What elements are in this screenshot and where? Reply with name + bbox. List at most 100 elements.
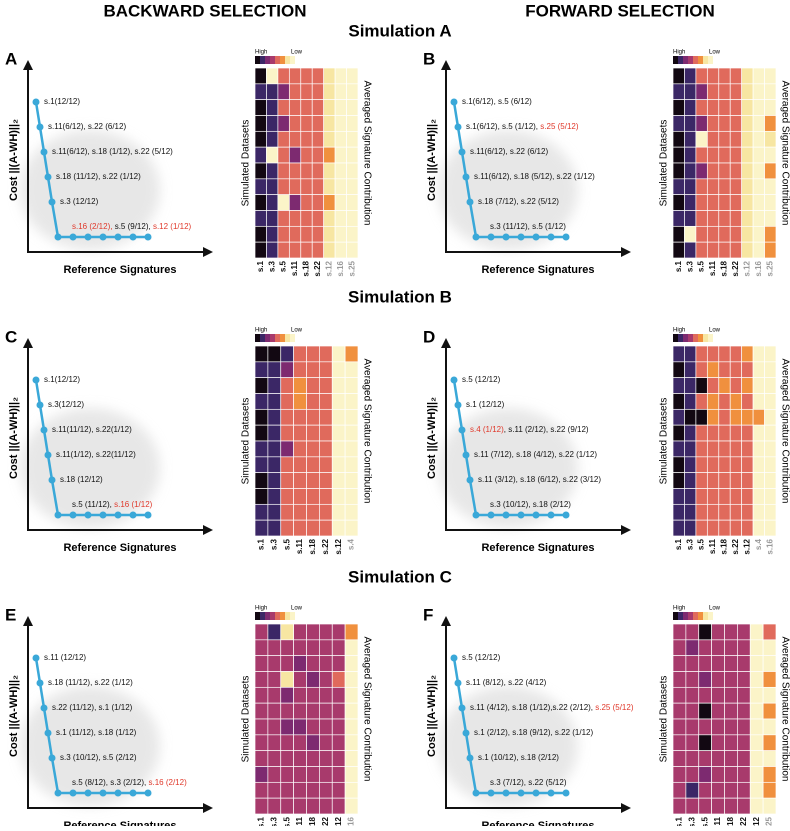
legend-swatch: [285, 334, 290, 342]
curve-annotation: s.5 (11/12), s.16 (1/12): [72, 500, 153, 509]
curve-dot: [129, 789, 137, 797]
column-label: s.3: [269, 816, 278, 826]
heatmap-cell: [718, 519, 731, 537]
heatmap-cell: [306, 488, 320, 505]
heatmap-cell: [749, 781, 764, 799]
heatmap-right-label: Averaged Signature Contribution: [779, 81, 790, 226]
annotation-part: s.25 (5/12): [540, 122, 579, 131]
curve-dot: [502, 233, 510, 241]
column-label: s.5: [700, 816, 709, 826]
heatmap-cell: [706, 67, 720, 85]
heatmap-cell: [764, 456, 777, 474]
heatmap-cell: [698, 750, 712, 767]
curve-dot: [48, 476, 56, 484]
heatmap-cell: [288, 178, 302, 196]
curve-dot: [84, 789, 92, 797]
heatmap-cell: [695, 408, 708, 426]
heatmap-cell: [685, 766, 700, 783]
heatmap-cell: [306, 623, 320, 641]
legend-swatch: [260, 56, 265, 64]
heatmap-cell: [762, 797, 777, 815]
heatmap-cell: [311, 67, 325, 85]
heatmap-cell: [277, 225, 290, 243]
heatmap-cell: [344, 472, 359, 489]
heatmap-cell: [267, 671, 282, 688]
heatmap-cell: [762, 766, 777, 783]
heatmap-cell: [323, 241, 336, 259]
heatmap-cell: [718, 115, 731, 132]
heatmap-cell: [344, 718, 359, 736]
heatmap-cell: [306, 766, 320, 783]
heatmap-cell: [762, 655, 777, 672]
axes: [445, 346, 623, 531]
arrow-head: [203, 247, 213, 257]
heatmap-cell: [280, 456, 294, 474]
heatmap-cell: [293, 503, 307, 521]
simulation-title: Simulation A: [348, 21, 451, 40]
heatmap-cell: [344, 345, 359, 363]
heatmap-cell: [724, 686, 738, 704]
curve-annotation: s.11(6/12), s.18 (1/12), s.22 (5/12): [52, 147, 173, 156]
curve-annotation: s.11(6/12), s.18 (5/12), s.22 (1/12): [474, 172, 595, 181]
heatmap-cell: [346, 99, 359, 116]
heatmap-cell: [254, 686, 269, 704]
heatmap-cell: [266, 99, 279, 116]
annotation-part: s.12 (1/12): [153, 222, 192, 231]
heatmap-cell: [672, 241, 685, 259]
heatmap-cell: [344, 377, 359, 394]
heatmap-cell: [685, 781, 700, 799]
heatmap-cell: [293, 472, 307, 489]
heatmap-cell: [334, 210, 347, 227]
heatmap-cell: [749, 623, 764, 641]
curve-dot: [69, 789, 77, 797]
heatmap-cell: [300, 67, 313, 85]
heatmap-cell: [319, 361, 333, 379]
heatmap-cell: [752, 146, 765, 164]
heatmap-cell: [718, 345, 731, 363]
curve-annotation: s.5 (12/12): [462, 653, 501, 662]
arrow-head: [441, 338, 451, 348]
legend-swatch: [708, 56, 713, 64]
curve-annotation: s.11 (12/12): [44, 653, 86, 662]
curve-dot: [44, 173, 52, 181]
column-label: s.1: [675, 816, 684, 826]
heatmap-cell: [764, 115, 777, 132]
heatmap-cell: [293, 639, 307, 657]
column-label: s.18: [308, 538, 317, 554]
heatmap-cell: [288, 146, 302, 164]
heatmap-cell: [737, 655, 751, 672]
heatmap-cell: [334, 130, 347, 148]
legend-label: High: [673, 50, 685, 56]
column-label: s.18: [302, 260, 311, 276]
heatmap-y-label: Simulated Datasets: [241, 120, 252, 207]
heatmap-cell: [254, 408, 269, 426]
heatmap-cell: [267, 519, 282, 537]
heatmap-cell: [319, 655, 333, 672]
heatmap-cell: [695, 488, 708, 505]
heatmap-cell: [311, 162, 325, 180]
heatmap-cell: [741, 345, 754, 363]
heatmap-cell: [752, 241, 765, 259]
curve-dot: [44, 729, 52, 737]
heatmap-cell: [254, 519, 269, 537]
heatmap-cell: [752, 503, 765, 521]
annotation-part: s.11(6/12), s.22 (6/12): [48, 122, 126, 131]
heatmap-cell: [741, 456, 754, 474]
heatmap-cell: [280, 623, 294, 641]
heatmap-cell: [306, 377, 320, 394]
legend-swatch: [280, 612, 285, 620]
heatmap-cell: [698, 639, 712, 657]
column-label: s.16: [765, 538, 774, 554]
column-label: s.4: [754, 538, 763, 550]
annotation-part: s.5 (9/12),: [115, 222, 153, 231]
annotation-part: s.3 (10/12), s.5 (2/12): [60, 753, 137, 762]
heatmap-cell: [672, 99, 685, 116]
legend-swatch: [260, 612, 265, 620]
heatmap-cell: [300, 210, 313, 227]
heatmap-cell: [695, 519, 708, 537]
legend-swatch: [275, 612, 280, 620]
annotation-part: s.16 (2/12): [148, 778, 187, 787]
heatmap-cell: [267, 781, 282, 799]
column-label: s.11: [708, 538, 717, 554]
curve-dot: [502, 511, 510, 519]
